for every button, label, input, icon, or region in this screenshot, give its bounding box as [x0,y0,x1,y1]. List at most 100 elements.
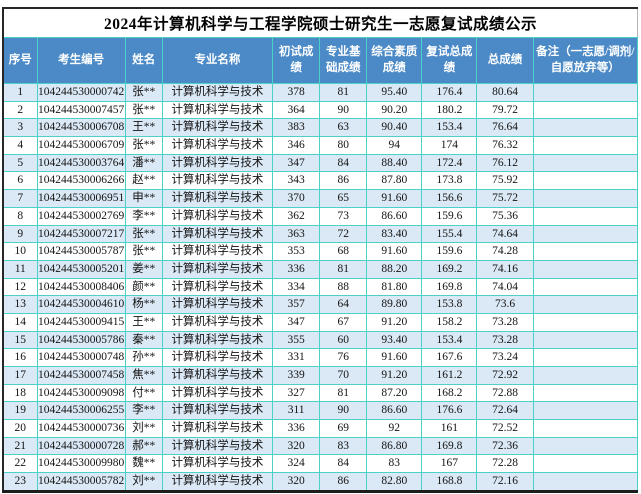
table-cell [532,454,639,474]
table-cell: 158.2 [421,312,478,332]
table-cell: 张** [124,136,163,155]
table-cell: 92 [366,419,423,438]
table-cell [532,118,639,138]
table-cell: 李** [124,401,163,421]
table-cell [532,153,639,173]
table-cell: 73.28 [476,330,534,350]
table-cell: 383 [272,118,321,138]
table-cell [532,312,639,332]
score-table-body: 1 104244530000742 张** 计算机科学与技术 378 81 95.40 176… [2,83,639,492]
table-cell: 刘** [124,419,163,438]
table-cell: 72.28 [476,454,534,474]
table-cell: 23 [2,472,38,492]
column-header: 姓名 [124,37,163,84]
table-cell: 153.4 [421,330,478,350]
table-cell: 计算机科学与技术 [161,312,274,332]
table-cell: 21 [2,436,38,456]
table-cell: 168.8 [421,472,478,492]
table-cell: 169.2 [421,259,478,279]
table-row: 16 104244530000748 孙** 计算机科学与技术 331 76 91.60 16… [2,348,639,367]
table-row: 7 104244530006951 申** 计算机科学与技术 370 65 91.60 156… [2,189,639,208]
table-cell: 13 [2,295,38,314]
table-cell: 357 [272,295,321,314]
table-cell: 161 [421,419,478,438]
table-cell: 王** [124,118,163,138]
table-cell [532,224,639,244]
table-cell [532,419,639,438]
table-cell [532,259,639,279]
table-cell: 6 [2,171,38,191]
table-cell: 90.20 [366,100,423,120]
table-cell: 72.36 [476,436,534,456]
table-cell: 72.52 [476,419,534,438]
score-table: 2024年计算机科学与工程学院硕士研究生一志愿复试成绩公示 序号 考生编号 姓名 专业… [2,7,639,493]
table-cell: 104244530006266 [36,171,126,191]
table-cell: 104244530000748 [36,348,126,367]
column-header: 序号 [2,37,38,84]
table-cell: 104244530000728 [36,436,126,456]
table-cell: 80.64 [476,83,534,102]
table-cell: 169.8 [421,277,478,297]
table-cell: 计算机科学与技术 [161,242,274,261]
table-cell: 155.4 [421,224,478,244]
page-title: 2024年计算机科学与工程学院硕士研究生一志愿复试成绩公示 [3,8,638,38]
table-cell: 张** [124,100,163,120]
table-cell: 104244530003764 [36,153,126,173]
table-cell: 81.80 [366,277,423,297]
table-cell: 73.28 [476,312,534,332]
table-cell: 计算机科学与技术 [161,419,274,438]
table-cell [532,277,639,297]
table-cell: 104244530004610 [36,295,126,314]
table-cell: 14 [2,312,38,332]
table-cell: 王** [124,312,163,332]
table-cell: 郝** [124,436,163,456]
table-cell [532,383,639,403]
table-cell: 104244530009415 [36,312,126,332]
table-cell: 20 [2,419,38,438]
table-cell: 杨** [124,295,163,314]
table-cell: 72 [319,224,368,244]
column-header: 综合素质成绩 [366,37,423,84]
table-cell: 90 [319,100,368,120]
table-cell [532,83,639,102]
table-cell: 87.80 [366,171,423,191]
table-cell: 2 [2,100,38,120]
table-row: 15 104244530005786 秦** 计算机科学与技术 355 60 93.40 15… [2,330,639,350]
table-cell: 73.24 [476,348,534,367]
table-cell: 72.88 [476,383,534,403]
table-cell: 63 [319,118,368,138]
table-row: 9 104244530007217 张** 计算机科学与技术 363 72 83.40 155… [2,224,639,244]
table-cell: 176.4 [421,83,478,102]
table-row: 4 104244530006709 张** 计算机科学与技术 346 80 94 174 76.… [2,136,639,155]
table-cell: 104244530007457 [36,100,126,120]
table-cell: 张** [124,242,163,261]
table-cell: 161.2 [421,366,478,385]
table-cell: 计算机科学与技术 [161,348,274,367]
table-cell [532,242,639,261]
table-cell: 83.40 [366,224,423,244]
table-cell: 90.40 [366,118,423,138]
table-row: 12 104244530008406 颜** 计算机科学与技术 334 88 81.80 16… [2,277,639,297]
table-cell: 159.6 [421,206,478,226]
table-cell: 343 [272,171,321,191]
table-cell: 104244530005782 [36,472,126,492]
table-cell: 64 [319,295,368,314]
header-row: 序号 考生编号 姓名 专业名称 初试成绩 专业基础成绩 综合素质成绩 复试总成绩 总成绩 备注（一… [2,37,639,84]
table-cell: 104244530008406 [36,277,126,297]
table-cell: 计算机科学与技术 [161,224,274,244]
table-cell: 计算机科学与技术 [161,454,274,474]
table-cell: 1 [2,83,38,102]
table-cell: 320 [272,436,321,456]
table-cell: 申** [124,189,163,208]
table-cell: 331 [272,348,321,367]
table-cell [532,136,639,155]
table-cell: 156.6 [421,189,478,208]
table-cell: 72.16 [476,472,534,492]
column-header: 备注（一志愿/调剂/自愿放弃等） [532,37,639,84]
table-cell: 11 [2,259,38,279]
table-cell: 153.8 [421,295,478,314]
table-cell: 84 [319,153,368,173]
table-row: 11 104244530005201 姜** 计算机科学与技术 336 81 88.20 16… [2,259,639,279]
table-cell: 94 [366,136,423,155]
